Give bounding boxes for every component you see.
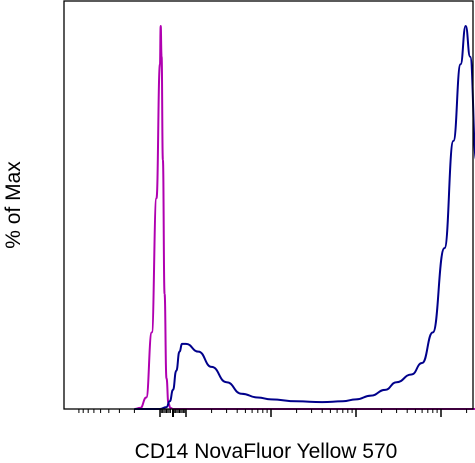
series-layer (134, 25, 475, 411)
y-axis-title: % of Max (2, 161, 25, 249)
series-line-2 (134, 25, 475, 410)
plot-frame (63, 0, 474, 410)
x-axis-title: CD14 NovaFluor Yellow 570 (135, 440, 398, 463)
series-line-1 (134, 25, 475, 411)
x-axis-ticks (78, 409, 468, 417)
